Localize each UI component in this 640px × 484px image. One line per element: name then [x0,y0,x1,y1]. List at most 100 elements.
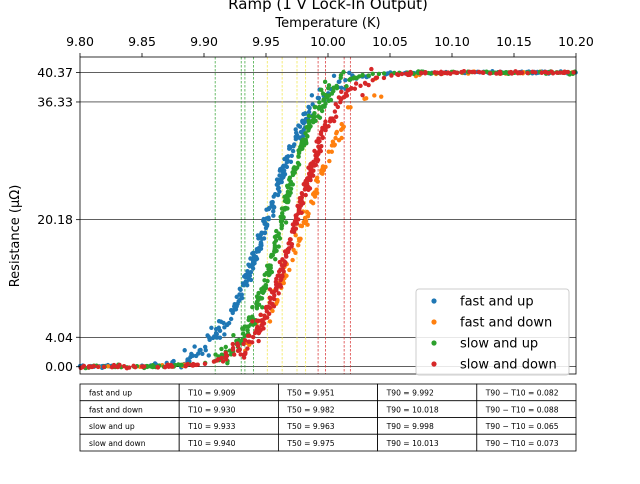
data-point [95,364,101,370]
data-point [316,106,322,111]
data-point [206,334,212,340]
data-point [302,215,308,221]
data-point [562,69,567,74]
data-point [224,322,230,327]
data-points [77,66,578,371]
results-table: fast and up T10 = 9.909 T50 = 9.951 T90 = 9… [79,383,577,452]
data-point [297,206,302,211]
data-point [291,222,296,228]
data-point [101,364,107,370]
data-point [219,355,224,361]
data-point [319,87,324,92]
data-point [268,269,273,275]
data-point [408,71,414,76]
data-point [333,114,339,119]
data-point [213,326,219,332]
data-point [258,327,263,333]
data-point [438,71,444,77]
data-point [326,149,331,154]
table-cell-text: T90 − T10 = 0.065 [485,422,559,431]
data-point [288,159,294,165]
data-point [266,215,271,220]
data-point [289,241,295,247]
data-point [305,222,310,227]
data-point [328,118,333,123]
data-point [115,364,120,370]
data-point [258,243,264,248]
data-point [317,100,322,105]
data-point [287,267,292,273]
data-point [303,139,309,145]
legend-marker [431,361,437,367]
data-point [179,362,184,368]
data-point [306,128,311,133]
data-point [293,127,298,132]
data-point [254,318,260,323]
data-point [198,347,203,353]
data-point [358,83,363,88]
table-cell-text: T90 − T10 = 0.073 [485,439,559,448]
data-point [293,136,299,142]
data-point [234,294,239,300]
data-point [231,352,237,357]
data-point [267,295,273,300]
data-point [331,73,337,78]
data-point [260,305,265,310]
data-point [263,285,269,291]
data-point [253,254,259,260]
data-point [331,88,336,94]
data-point [234,304,239,309]
data-point [452,70,457,75]
data-point [268,254,274,259]
data-point [243,274,249,279]
data-point [304,176,310,181]
data-point [256,338,261,344]
data-point [331,85,336,90]
legend-box [415,288,570,376]
table-cell-text: T10 = 9.909 [187,389,235,398]
y-axis-label: Resistance (μΩ) [8,185,23,288]
data-point [314,187,319,192]
data-point [256,290,261,296]
data-point [191,362,196,367]
data-point [277,189,282,194]
data-point [310,114,316,119]
data-point [243,350,248,355]
data-point [335,104,341,110]
data-point [339,85,344,90]
data-point [273,256,278,262]
data-point [281,269,286,274]
data-point [360,92,365,98]
data-point [366,73,371,78]
data-point [230,341,235,347]
data-point [379,94,384,99]
data-point [497,69,503,75]
data-point [339,89,344,95]
data-point [267,205,272,211]
data-point [259,289,265,295]
data-point [276,185,281,191]
data-point [381,71,387,76]
x-tick-label: 9.85 [128,34,156,49]
data-point [127,365,132,370]
data-point [347,70,352,76]
table-cell-text: T50 = 9.982 [286,405,334,414]
y-tick-label: 40.37 [37,65,73,80]
data-point [243,280,248,286]
data-point [435,70,440,75]
data-point [381,75,387,81]
data-point [340,125,346,131]
table-cell-text: slow and up [89,422,135,431]
data-point [272,247,277,252]
data-point [399,71,405,77]
data-point [323,92,328,98]
data-point [282,156,287,162]
data-point [271,209,276,214]
data-point [334,131,339,136]
data-point [250,319,255,324]
data-point [210,335,216,341]
data-point [353,81,359,86]
legend-marker [431,340,437,346]
marker-lines [214,57,351,374]
